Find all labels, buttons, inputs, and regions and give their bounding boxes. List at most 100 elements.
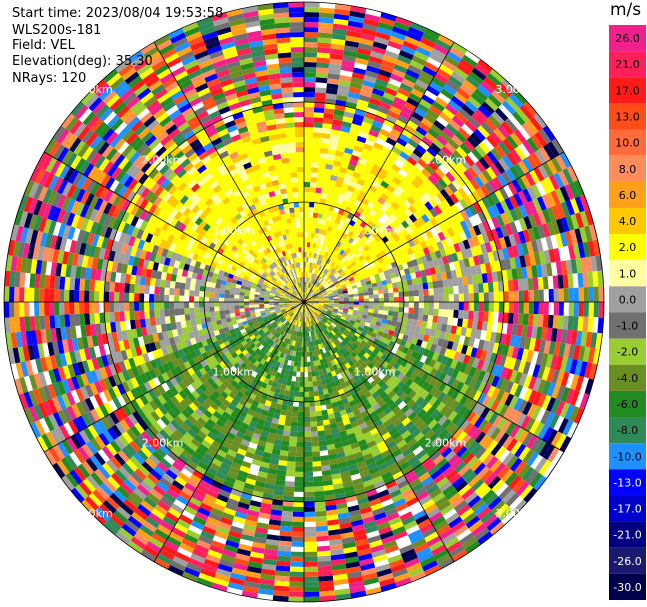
velocity-cell: [312, 142, 321, 148]
velocity-cell: [341, 265, 347, 271]
velocity-cell: [428, 236, 437, 246]
velocity-cell: [329, 282, 335, 287]
velocity-cell: [305, 282, 308, 288]
velocity-cell: [452, 164, 464, 177]
velocity-cell: [333, 257, 339, 264]
velocity-cell: [320, 272, 325, 278]
velocity-cell: [518, 302, 524, 314]
velocity-cell: [411, 111, 424, 122]
velocity-cell: [473, 283, 479, 294]
velocity-cell: [304, 52, 318, 58]
velocity-cell: [370, 124, 382, 133]
velocity-cell: [308, 296, 313, 300]
velocity-cell: [318, 22, 334, 29]
velocity-cell: [304, 287, 306, 293]
velocity-cell: [326, 270, 331, 276]
velocity-cell: [402, 40, 418, 51]
velocity-cell: [331, 276, 337, 282]
velocity-cell: [312, 461, 322, 467]
velocity-cell: [322, 122, 333, 130]
velocity-cell: [308, 386, 314, 392]
velocity-cell: [304, 451, 313, 457]
velocity-cell: [321, 273, 327, 279]
velocity-cell: [300, 356, 304, 362]
velocity-cell: [353, 274, 359, 280]
velocity-cell: [384, 49, 399, 60]
velocity-cell: [348, 86, 361, 95]
velocity-cell: [463, 302, 469, 311]
velocity-cell: [438, 302, 444, 310]
velocity-cell: [368, 129, 380, 138]
velocity-cell: [555, 154, 567, 171]
velocity-cell: [365, 213, 374, 221]
velocity-cell: [325, 163, 334, 170]
velocity-cell: [327, 279, 333, 285]
velocity-cell: [337, 277, 343, 282]
velocity-cell: [489, 131, 503, 145]
velocity-cell: [383, 288, 389, 294]
velocity-cell: [431, 171, 442, 182]
velocity-cell: [378, 68, 392, 78]
velocity-cell: [293, 506, 304, 512]
velocity-cell: [407, 312, 414, 320]
velocity-cell: [284, 420, 292, 427]
velocity-cell: [583, 287, 589, 302]
velocity-cell: [307, 371, 312, 377]
velocity-cell: [347, 25, 363, 34]
velocity-cell: [413, 219, 422, 229]
velocity-cell: [542, 162, 554, 178]
velocity-cell: [318, 208, 324, 214]
velocity-cell: [474, 144, 487, 158]
velocity-cell: [498, 82, 513, 97]
velocity-cell: [509, 93, 524, 108]
velocity-cell: [393, 96, 407, 106]
velocity-cell: [393, 292, 399, 298]
velocity-cell: [304, 486, 314, 492]
velocity-cell: [338, 79, 351, 87]
velocity-cell: [333, 160, 342, 167]
velocity-cell: [332, 270, 338, 276]
velocity-cell: [316, 535, 330, 542]
velocity-cell: [308, 267, 312, 273]
velocity-cell: [287, 451, 297, 457]
velocity-cell: [291, 531, 304, 537]
velocity-cell: [311, 273, 315, 279]
velocity-cell: [363, 75, 377, 84]
velocity-cell: [327, 265, 333, 271]
velocity-cell: [304, 42, 318, 48]
velocity-cell: [316, 67, 329, 74]
velocity-cell: [367, 102, 380, 111]
velocity-cell: [304, 112, 314, 118]
velocity-cell: [385, 217, 394, 226]
velocity-cell: [402, 249, 410, 258]
velocity-cell: [277, 545, 292, 552]
velocity-cell: [312, 242, 317, 249]
velocity-cell: [389, 221, 398, 230]
velocity-cell: [338, 279, 345, 284]
velocity-cell: [368, 294, 374, 299]
velocity-cell: [419, 98, 432, 110]
velocity-cell: [281, 440, 290, 447]
velocity-cell: [351, 72, 365, 80]
velocity-cell: [333, 239, 339, 246]
velocity-cell: [424, 238, 432, 248]
velocity-cell: [304, 147, 313, 153]
velocity-cell: [483, 282, 489, 293]
velocity-cell: [322, 240, 328, 246]
velocity-cell: [314, 192, 322, 199]
velocity-cell: [427, 174, 438, 185]
velocity-cell: [326, 83, 339, 90]
velocity-cell: [481, 101, 495, 115]
velocity-cell: [394, 141, 405, 152]
velocity-cell: [297, 416, 304, 422]
velocity-cell: [553, 302, 559, 316]
velocity-cell: [323, 283, 329, 288]
velocity-cell: [433, 138, 445, 150]
velocity-cell: [445, 196, 455, 207]
velocity-cell: [305, 292, 307, 298]
velocity-cell: [343, 45, 359, 53]
velocity-cell: [304, 471, 314, 477]
velocity-cell: [304, 102, 315, 108]
velocity-cell: [304, 157, 312, 163]
velocity-cell: [324, 284, 330, 289]
